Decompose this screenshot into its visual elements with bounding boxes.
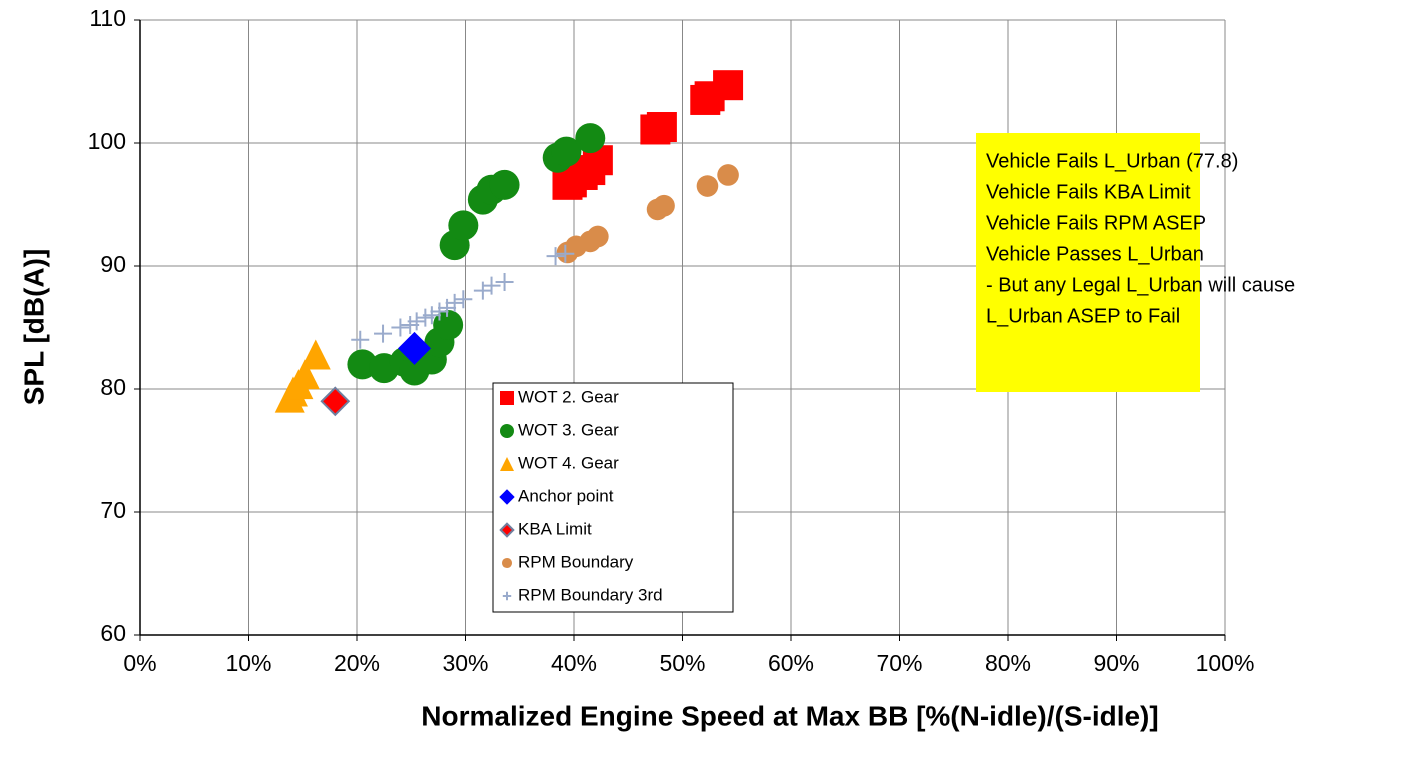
x-tick-label: 90% (1093, 650, 1139, 676)
legend-label: RPM Boundary (518, 552, 634, 571)
square-marker (713, 70, 744, 101)
plus-marker (438, 298, 457, 317)
circle-marker (575, 123, 606, 154)
legend-label: RPM Boundary 3rd (518, 585, 663, 604)
circle-marker (489, 169, 520, 200)
diamond-marker (398, 331, 432, 365)
plus-marker (482, 276, 501, 295)
plus-marker (422, 306, 441, 325)
x-tick-label: 70% (876, 650, 922, 676)
square-marker (646, 112, 677, 143)
plus-marker (407, 312, 426, 331)
triangle-marker (500, 457, 514, 471)
x-tick-label: 60% (768, 650, 814, 676)
plus-marker (445, 293, 464, 312)
plus-marker (430, 302, 449, 321)
x-tick-label: 80% (985, 650, 1031, 676)
plus-marker (473, 281, 492, 300)
diamond-marker (499, 489, 515, 505)
diamond-marker (499, 522, 515, 538)
y-tick-label: 100 (88, 128, 126, 154)
x-tick-label: 20% (334, 650, 380, 676)
plus-marker (351, 330, 370, 349)
legend-label: WOT 3. Gear (518, 420, 619, 439)
circle-marker (448, 210, 479, 241)
plus-marker (556, 244, 575, 263)
y-tick-label: 60 (100, 620, 126, 646)
plus-marker (454, 290, 473, 309)
y-tick-label: 80 (100, 374, 126, 400)
circle-marker (500, 424, 514, 438)
legend-label: WOT 2. Gear (518, 387, 619, 406)
circle-marker (587, 225, 609, 248)
legend-label: Anchor point (518, 486, 614, 505)
plus-marker (546, 247, 565, 266)
circle-marker (501, 557, 513, 569)
triangle-marker (300, 339, 331, 370)
plus-marker (391, 318, 410, 337)
annotation-text: Vehicle Fails RPM ASEP (986, 212, 1206, 234)
y-tick-label: 110 (89, 5, 126, 31)
x-tick-label: 10% (225, 650, 271, 676)
triangle-marker (289, 359, 320, 390)
legend-label: WOT 4. Gear (518, 453, 619, 472)
annotation-text: - But any Legal L_Urban will cause (986, 274, 1295, 296)
x-tick-label: 30% (442, 650, 488, 676)
annotation-text: Vehicle Fails L_Urban (77.8) (986, 150, 1238, 172)
y-axis-title: SPL [dB(A)] (18, 249, 49, 406)
y-tick-label: 70 (100, 497, 126, 523)
circle-marker (551, 136, 582, 167)
plus-marker (502, 591, 512, 601)
legend-label: KBA Limit (518, 519, 592, 538)
x-tick-label: 40% (551, 650, 597, 676)
x-tick-label: 50% (659, 650, 705, 676)
y-tick-label: 90 (100, 251, 126, 277)
circle-marker (696, 175, 719, 197)
plus-marker (495, 272, 514, 291)
circle-marker (433, 310, 464, 341)
x-tick-label: 100% (1196, 650, 1255, 676)
square-marker (500, 391, 514, 405)
annotation-text: Vehicle Fails KBA Limit (986, 181, 1191, 203)
plus-marker (374, 324, 393, 343)
circle-marker (653, 194, 675, 217)
circle-marker (717, 164, 739, 186)
x-axis-title: Normalized Engine Speed at Max BB [%(N-i… (421, 700, 1158, 731)
annotation-box (976, 133, 1200, 392)
x-tick-label: 0% (123, 650, 156, 676)
annotation-text: L_Urban ASEP to Fail (986, 305, 1180, 327)
diamond-marker (320, 386, 351, 417)
annotation-text: Vehicle Passes L_Urban (986, 243, 1204, 265)
legend-box (492, 382, 734, 613)
